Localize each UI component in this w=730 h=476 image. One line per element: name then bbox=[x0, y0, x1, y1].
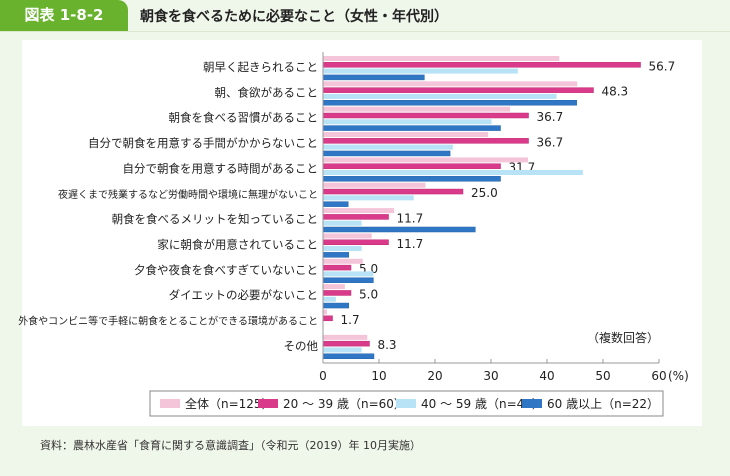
bar-all bbox=[323, 106, 511, 112]
bar-20-39 bbox=[322, 138, 529, 144]
bar-60plus bbox=[322, 277, 374, 283]
divider bbox=[0, 31, 730, 32]
bar-20-39 bbox=[322, 264, 352, 271]
category-label: 自分で朝食を用意する時間があること bbox=[123, 161, 319, 175]
legend-label: 40 ～ 59 歳（n=43） bbox=[421, 397, 544, 411]
bar-40-59 bbox=[323, 68, 518, 74]
legend-label: 20 ～ 39 歳（n=60） bbox=[283, 397, 406, 411]
data-label: 11.7 bbox=[397, 211, 424, 225]
bar-all bbox=[323, 334, 368, 340]
data-label: 56.7 bbox=[649, 59, 676, 73]
bar-60plus bbox=[322, 125, 501, 131]
bar-all bbox=[323, 132, 489, 138]
legend-label: 60 歳以上（n=22） bbox=[547, 397, 659, 411]
figure-label: 図表 1-8-2 bbox=[0, 0, 128, 31]
x-tick-label: 60 bbox=[651, 369, 666, 383]
bar-40-59 bbox=[323, 271, 374, 277]
bar-40-59 bbox=[323, 170, 583, 175]
bar-20-39 bbox=[322, 112, 529, 119]
legend-swatch bbox=[160, 399, 180, 408]
category-label: 朝、食欲があること bbox=[215, 85, 319, 99]
category-label: ダイエットの必要がないこと bbox=[169, 288, 318, 302]
bar-20-39 bbox=[322, 290, 352, 296]
x-tick-label: 10 bbox=[371, 369, 386, 383]
bar-60plus bbox=[322, 226, 476, 233]
bar-40-59 bbox=[323, 93, 557, 99]
bar-all bbox=[323, 309, 327, 315]
data-label: 48.3 bbox=[601, 85, 628, 99]
data-label: 8.3 bbox=[377, 338, 396, 352]
bar-60plus bbox=[322, 176, 501, 182]
source-note: 資料：農林水産省「食育に関する意識調査」（令和元（2019）年 10月実施） bbox=[40, 439, 421, 452]
bar-40-59 bbox=[323, 195, 414, 201]
x-tick-label: 0 bbox=[319, 369, 327, 383]
bar-40-59 bbox=[323, 220, 362, 226]
bar-20-39 bbox=[322, 340, 370, 347]
bar-60plus bbox=[322, 150, 451, 157]
bar-40-59 bbox=[323, 296, 336, 302]
bar-all bbox=[323, 284, 345, 290]
bar-40-59 bbox=[323, 144, 453, 150]
category-label: 朝食を食べるメリットを知っていること bbox=[112, 212, 318, 226]
x-tick-label: 30 bbox=[483, 369, 498, 383]
x-tick-label: 50 bbox=[595, 369, 610, 383]
legend-swatch bbox=[258, 399, 278, 408]
data-label: 5.0 bbox=[359, 287, 378, 301]
bar-40-59 bbox=[323, 119, 492, 125]
category-label: 外食やコンビニ等で手軽に朝食をとることができる環境があること bbox=[18, 315, 318, 328]
legend-swatch bbox=[396, 399, 416, 408]
bar-60plus bbox=[322, 252, 350, 258]
bar-20-39 bbox=[322, 87, 594, 93]
legend-swatch bbox=[522, 399, 542, 408]
bar-60plus bbox=[322, 100, 577, 106]
data-label: 11.7 bbox=[397, 237, 424, 251]
chart-title: 朝食を食べるために必要なこと（女性・年代別） bbox=[140, 9, 448, 25]
note-multiple-answers: （複数回答） bbox=[587, 330, 659, 345]
bar-all bbox=[323, 157, 528, 163]
bar-all bbox=[323, 81, 578, 87]
category-label: 朝早く起きられること bbox=[203, 60, 318, 74]
x-tick-label: 20 bbox=[427, 369, 442, 383]
bar-60plus bbox=[322, 353, 375, 359]
bar-20-39 bbox=[322, 163, 501, 169]
x-unit-label: (%) bbox=[668, 369, 689, 383]
bar-all bbox=[323, 56, 560, 61]
bar-40-59 bbox=[323, 347, 362, 353]
category-label: 夕食や夜食を食べすぎていないこと bbox=[134, 263, 318, 277]
category-label: 夜遅くまで残業するなど労働時間や環境に無理がないこと bbox=[58, 188, 318, 201]
bar-20-39 bbox=[322, 62, 641, 68]
bar-60plus bbox=[322, 201, 349, 207]
bar-20-39 bbox=[322, 239, 389, 245]
category-label: 朝食を食べる習慣があること bbox=[169, 111, 319, 125]
bar-20-39 bbox=[322, 214, 389, 220]
legend-label: 全体（n=125） bbox=[185, 396, 274, 411]
bar-20-39 bbox=[322, 315, 333, 322]
x-tick-label: 40 bbox=[539, 369, 554, 383]
category-label: その他 bbox=[284, 339, 319, 353]
bar-all bbox=[323, 208, 395, 214]
data-label: 1.7 bbox=[341, 313, 360, 327]
category-label: 自分で朝食を用意する手間がかからないこと bbox=[88, 136, 318, 150]
bar-60plus bbox=[322, 302, 350, 309]
bar-60plus bbox=[322, 74, 425, 81]
bar-40-59 bbox=[323, 246, 362, 252]
data-label: 36.7 bbox=[537, 110, 564, 124]
data-label: 36.7 bbox=[537, 135, 564, 149]
data-label: 25.0 bbox=[471, 186, 498, 200]
bar-all bbox=[323, 182, 426, 188]
bar-20-39 bbox=[322, 188, 464, 195]
bar-all bbox=[323, 233, 372, 239]
bar-all bbox=[323, 258, 363, 264]
category-label: 家に朝食が用意されていること bbox=[157, 237, 318, 251]
